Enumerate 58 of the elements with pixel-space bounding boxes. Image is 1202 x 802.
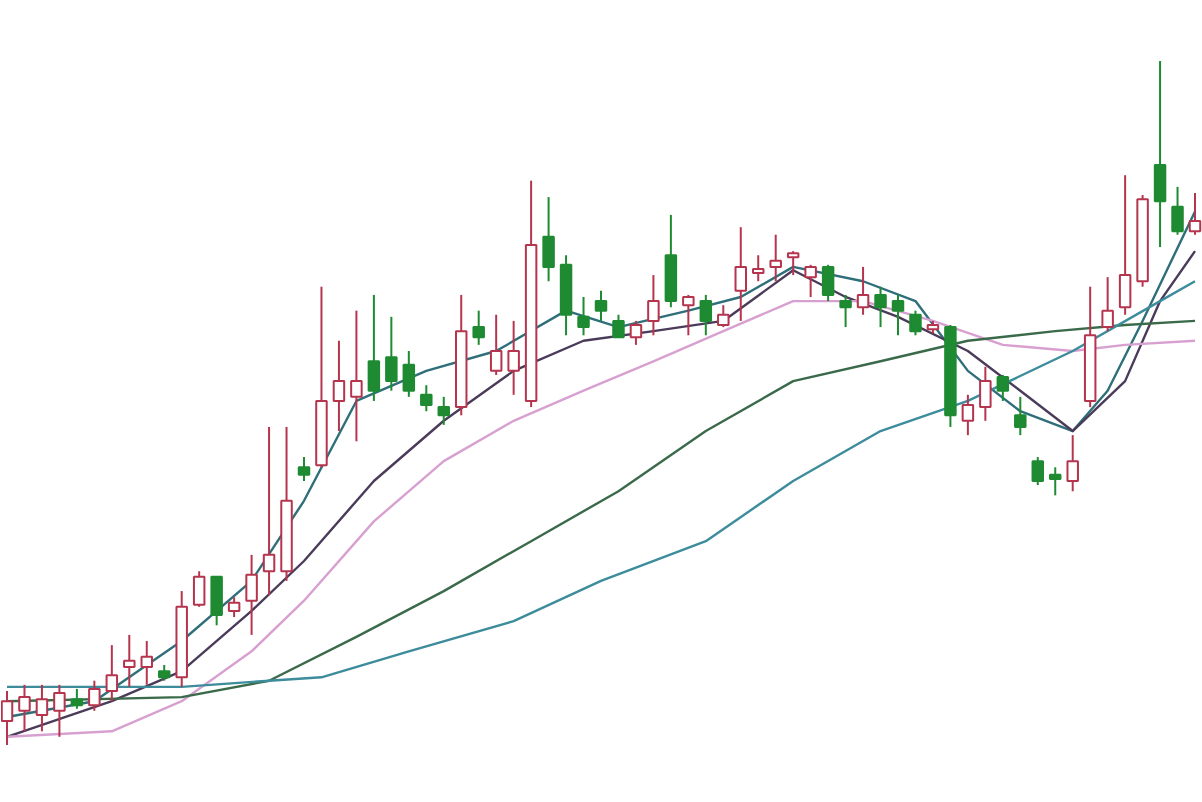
candlestick [1101,276,1114,333]
candlestick [18,683,31,733]
candlestick [979,365,992,422]
candlestick [909,309,922,337]
candlestick [105,644,119,703]
candlestick [612,313,625,339]
candlestick [786,250,800,277]
candlestick [332,339,346,433]
candlestick [647,274,660,337]
candlestick [245,553,258,636]
candlestick [53,683,66,738]
candlestick [1118,174,1132,316]
candlestick [367,293,381,402]
candlestick [1066,434,1079,493]
candlestick [420,384,433,413]
candlestick [734,226,748,322]
candlestick [262,425,276,597]
candlestick [437,395,451,426]
candlestick [996,373,1010,402]
candlestick [140,640,154,686]
candlestick [1014,395,1027,437]
candlestick [769,233,782,283]
candlestick [821,263,835,303]
candlestick [402,350,416,398]
candlestick [1,689,14,746]
candlestick [35,683,49,733]
candlestick [856,265,870,316]
candlestick [350,309,363,443]
candlestick [489,313,503,376]
candlestick [664,213,678,309]
candlestick [542,196,555,283]
candlestick [297,456,311,482]
candlestick [227,596,241,619]
candlestick [210,575,223,627]
candlestick [874,285,887,329]
candlestick [682,293,695,337]
candlestick [577,295,590,337]
candlestick [1188,192,1202,236]
candlestick [751,254,765,283]
candlestick [70,687,84,710]
candlestick [1171,185,1184,236]
candlestick [717,304,730,329]
candlestick [88,679,101,712]
candlestick [472,309,485,346]
candlestick [594,289,608,322]
candlestick [385,315,398,392]
candlestick [839,293,852,329]
candlestick [507,319,520,396]
candlestick [699,293,713,337]
candlestick [629,319,643,346]
candlestick [1153,60,1167,249]
candlestick [961,393,975,437]
candlestick [192,570,206,608]
candlestick [1031,456,1045,487]
candlestick [891,293,905,337]
candlestick [1048,466,1062,497]
candlestick [123,633,136,688]
candlestick [804,263,817,298]
